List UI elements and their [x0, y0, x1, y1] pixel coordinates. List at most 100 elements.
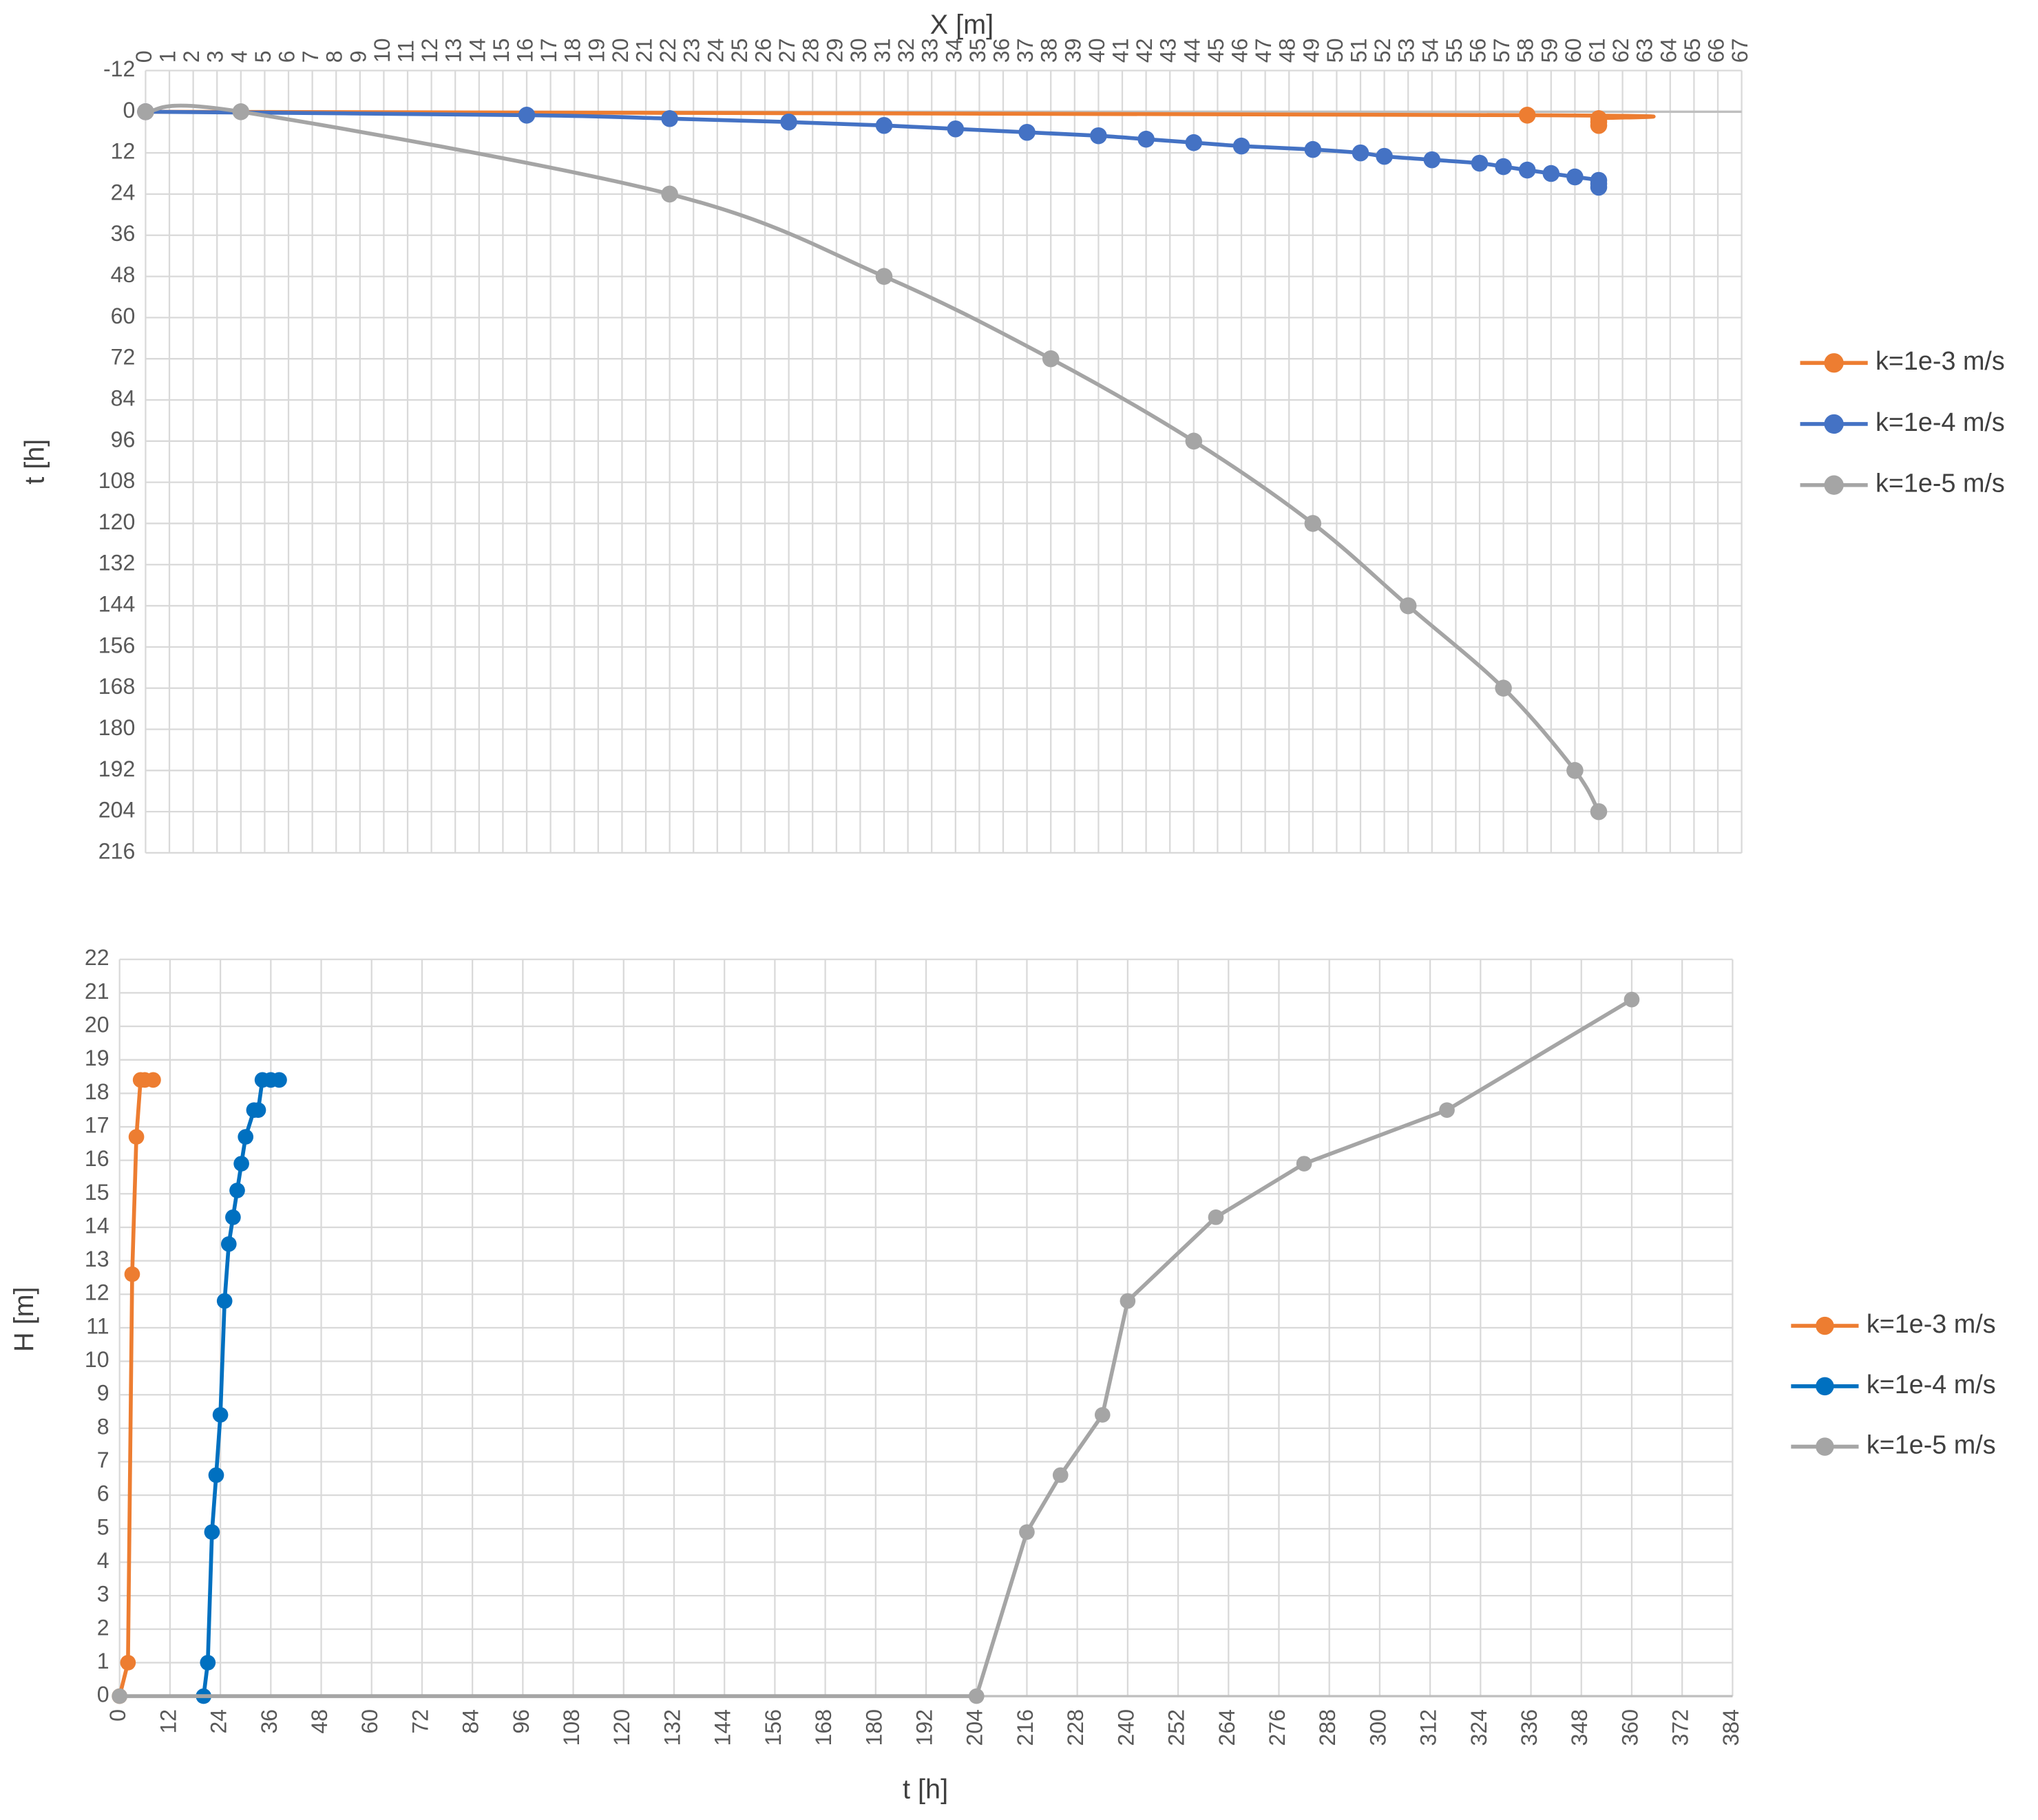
y-tick-label: 0 [97, 1682, 109, 1707]
x-tick-label: 0 [132, 50, 156, 63]
y-tick-label: 156 [98, 633, 136, 657]
x-tick-label: 48 [1275, 38, 1300, 63]
y-tick-label: 4 [97, 1548, 109, 1573]
x-tick-label: 31 [870, 38, 894, 63]
data-point [1624, 991, 1640, 1008]
x-tick-label: 61 [1584, 38, 1609, 63]
x-tick-label: 34 [941, 38, 966, 63]
y-tick-label: 15 [85, 1180, 109, 1205]
x-tick-label: 50 [1323, 38, 1347, 63]
x-tick-label: 24 [207, 1709, 231, 1734]
legend-label: k=1e-3 m/s [1867, 1309, 1996, 1338]
legend-label: k=1e-5 m/s [1876, 469, 2005, 498]
y-tick-label: 204 [98, 798, 136, 823]
data-point [220, 1236, 237, 1252]
data-point [1042, 350, 1060, 368]
x-tick-label: 4 [227, 50, 251, 63]
x-tick-label: 144 [711, 1709, 735, 1746]
y-tick-label: 12 [111, 139, 136, 164]
data-point [1137, 130, 1155, 148]
legend-label: k=1e-3 m/s [1876, 346, 2005, 375]
x-tick-label: 63 [1632, 38, 1657, 63]
data-point [1052, 1467, 1069, 1483]
data-point [875, 268, 893, 285]
x-tick-label: 25 [727, 38, 752, 63]
x-tick-label: 3 [203, 50, 228, 63]
legend-marker [1824, 414, 1844, 434]
data-point [1232, 137, 1250, 155]
x-tick-label: 43 [1156, 38, 1181, 63]
y-tick-label: 108 [98, 468, 136, 493]
x-tick-label: 12 [156, 1709, 180, 1734]
x-tick-label: 26 [750, 38, 775, 63]
x-tick-label: 41 [1108, 38, 1133, 63]
y-axis-title: t [h] [19, 439, 50, 485]
x-tick-label: 7 [298, 50, 323, 63]
legend-marker [1816, 1377, 1834, 1396]
data-point [1566, 168, 1584, 186]
x-tick-label: 20 [608, 38, 633, 63]
x-tick-label: 216 [1013, 1709, 1038, 1746]
x-tick-label: 58 [1513, 38, 1538, 63]
x-tick-label: 1 [156, 50, 180, 63]
y-axis-title: H [m] [9, 1287, 39, 1352]
y-tick-label: 120 [98, 509, 136, 534]
data-point [1518, 161, 1536, 179]
x-tick-label: 204 [963, 1709, 987, 1746]
x-tick-label: 16 [513, 38, 538, 63]
y-tick-label: 180 [98, 715, 136, 740]
legend-marker [1824, 353, 1844, 373]
x-tick-label: 9 [346, 50, 370, 63]
x-tick-label: 52 [1370, 38, 1395, 63]
data-point [145, 1072, 161, 1088]
y-tick-label: 22 [85, 945, 109, 970]
x-tick-label: 33 [918, 38, 943, 63]
x-tick-label: 67 [1727, 38, 1752, 63]
x-tick-label: 15 [489, 38, 514, 63]
x-tick-label: 72 [408, 1709, 432, 1734]
y-tick-label: 48 [111, 262, 136, 287]
data-point [1590, 116, 1608, 134]
y-tick-label: 144 [98, 592, 136, 617]
x-tick-label: 62 [1608, 38, 1633, 63]
x-tick-label: 180 [861, 1709, 886, 1746]
y-tick-label: 8 [97, 1414, 109, 1439]
x-tick-label: 42 [1132, 38, 1157, 63]
data-point [1296, 1156, 1312, 1172]
x-tick-label: 2 [179, 50, 204, 63]
data-point [1423, 151, 1441, 169]
x-tick-label: 36 [989, 38, 1013, 63]
x-tick-label: 39 [1060, 38, 1085, 63]
data-point [204, 1524, 220, 1541]
x-tick-label: 46 [1227, 38, 1252, 63]
y-tick-label: 19 [85, 1046, 109, 1070]
x-tick-label: 228 [1063, 1709, 1088, 1746]
y-tick-label: 21 [85, 979, 109, 1004]
data-point [661, 185, 678, 203]
chart: -120122436486072849610812013214415616818… [19, 10, 2004, 864]
x-tick-label: 14 [465, 38, 490, 63]
y-tick-label: -12 [103, 56, 135, 81]
y-tick-label: 5 [97, 1514, 109, 1539]
x-tick-label: 120 [609, 1709, 634, 1746]
data-point [1090, 127, 1107, 145]
x-tick-label: 40 [1084, 38, 1109, 63]
data-point [780, 114, 797, 131]
legend-label: k=1e-5 m/s [1867, 1430, 1996, 1459]
data-point [1019, 1524, 1035, 1541]
data-point [1439, 1102, 1455, 1118]
y-tick-label: 12 [85, 1280, 109, 1305]
data-point [1495, 679, 1512, 697]
x-tick-label: 23 [680, 38, 704, 63]
series-line [145, 103, 1601, 813]
x-tick-label: 108 [559, 1709, 584, 1746]
x-axis-title: X [m] [930, 10, 994, 40]
x-tick-label: 372 [1668, 1709, 1693, 1746]
x-tick-label: 64 [1656, 38, 1681, 63]
data-point [1495, 158, 1512, 176]
x-tick-label: 57 [1489, 38, 1514, 63]
data-point [947, 120, 965, 138]
